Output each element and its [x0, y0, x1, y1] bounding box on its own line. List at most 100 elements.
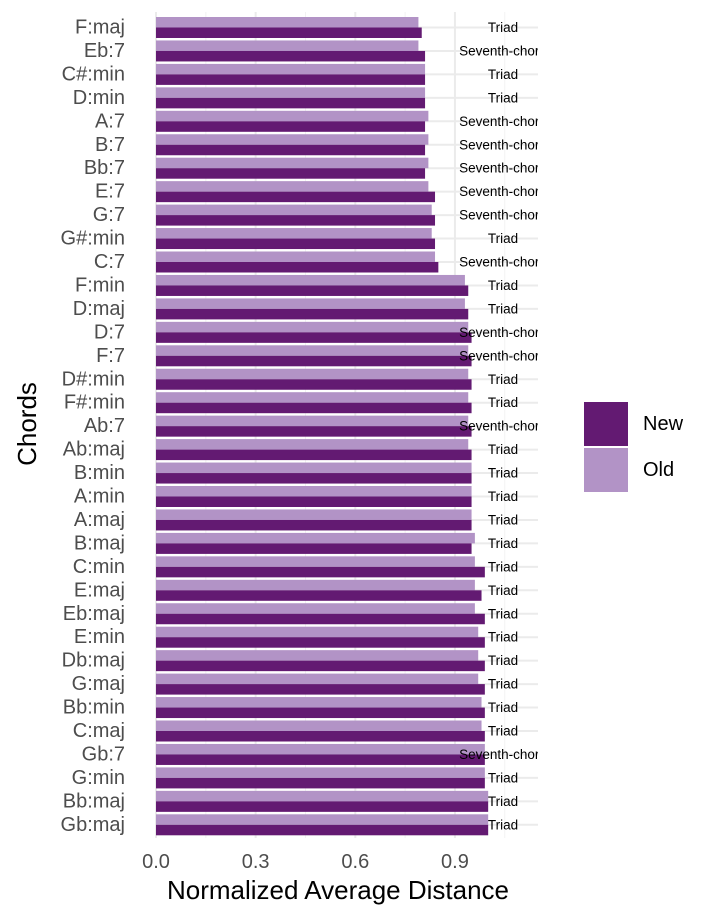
bar-new — [156, 74, 426, 85]
y-tick-label: Gb:7 — [82, 743, 125, 765]
bar-new — [156, 308, 469, 320]
bar-old — [156, 439, 469, 450]
bar-type-label: Triad — [488, 630, 518, 645]
bar-new — [156, 660, 485, 672]
bar-new — [156, 379, 472, 390]
bars — [156, 17, 489, 836]
bar-type-label: Triad — [488, 536, 518, 551]
bar-old — [156, 157, 429, 169]
x-tick-label: 0.6 — [341, 851, 369, 873]
bar-new — [156, 355, 472, 367]
bar-old — [156, 720, 482, 731]
y-tick-label: E:maj — [74, 579, 125, 601]
bar-type-label: Triad — [488, 395, 518, 410]
bar-type-label: Seventh-chord — [459, 114, 547, 129]
y-tick-label: B:maj — [74, 532, 125, 554]
bar-type-label: Triad — [488, 90, 518, 105]
bar-old — [156, 767, 485, 778]
bar-new — [156, 97, 426, 109]
bar-old — [156, 626, 479, 638]
y-tick-label: D:7 — [94, 321, 125, 343]
bar-type-label: Triad — [488, 794, 518, 809]
y-tick-label: Ab:maj — [63, 439, 125, 461]
bar-type-label: Triad — [488, 442, 518, 457]
y-tick-label: Db:maj — [62, 650, 125, 672]
bar-new — [156, 168, 426, 179]
bar-new — [156, 426, 472, 437]
legend-swatch-old — [584, 448, 628, 492]
bar-type-label: Triad — [488, 278, 518, 293]
bar-type-label: Triad — [488, 372, 518, 387]
bar-new — [156, 566, 485, 578]
bar-type-label: Seventh-chord — [459, 325, 547, 340]
bar-type-label: Seventh-chord — [459, 747, 547, 762]
bar-type-label: Seventh-chord — [459, 255, 547, 270]
bar-new — [156, 191, 436, 203]
y-axis-ticks: F:majEb:7C#:minD:minA:7B:7Bb:7E:7G:7G#:m… — [61, 17, 125, 836]
y-tick-label: C:7 — [94, 251, 125, 273]
y-tick-label: Ab:7 — [84, 415, 125, 437]
y-tick-label: A:maj — [74, 509, 125, 531]
bar-old — [156, 251, 436, 262]
y-tick-label: C:min — [73, 556, 125, 578]
bar-old — [156, 228, 432, 239]
bar-old — [156, 462, 472, 474]
bar-old — [156, 814, 489, 825]
bar-old — [156, 415, 469, 427]
bar-old — [156, 134, 429, 145]
y-tick-label: G:7 — [93, 204, 125, 226]
y-tick-label: G:min — [72, 767, 125, 789]
bar-old — [156, 603, 475, 614]
legend-swatch-new — [584, 402, 628, 446]
bar-new — [156, 824, 489, 836]
bar-old — [156, 204, 432, 216]
bar-type-label: Seventh-chord — [459, 184, 547, 199]
bar-type-label: Triad — [488, 20, 518, 35]
x-tick-label: 0.0 — [142, 851, 170, 873]
bar-new — [156, 285, 469, 296]
bar-old — [156, 579, 475, 591]
legend-label-new: New — [643, 413, 684, 435]
x-axis-title: Normalized Average Distance — [167, 875, 509, 905]
bar-new — [156, 449, 472, 461]
bar-type-label: Triad — [488, 724, 518, 739]
bar-old — [156, 650, 479, 661]
bar-old — [156, 110, 429, 122]
y-tick-label: D:maj — [73, 298, 125, 320]
bar-old — [156, 274, 465, 286]
legend-label-old: Old — [643, 459, 674, 481]
y-tick-label: C:maj — [73, 720, 125, 742]
y-axis-title: Chords — [12, 382, 42, 466]
bar-old — [156, 345, 469, 356]
bar-old — [156, 368, 469, 380]
bar-new — [156, 613, 485, 625]
bar-old — [156, 392, 469, 403]
bar-old — [156, 790, 489, 802]
bar-old — [156, 87, 426, 98]
y-tick-label: A:min — [74, 486, 125, 508]
bar-new — [156, 238, 436, 250]
bar-new — [156, 519, 472, 531]
bar-type-label: Seventh-chord — [459, 348, 547, 363]
bar-type-label: Triad — [488, 466, 518, 481]
bar-new — [156, 402, 472, 414]
y-tick-label: D#:min — [62, 368, 125, 390]
bar-type-label: Triad — [488, 583, 518, 598]
y-tick-label: E:min — [74, 626, 125, 648]
bar-old — [156, 509, 472, 520]
bar-new — [156, 121, 426, 132]
bar-type-label: Triad — [488, 489, 518, 504]
y-tick-label: F:maj — [75, 17, 125, 39]
y-tick-label: Bb:min — [63, 697, 125, 719]
bar-new — [156, 754, 485, 765]
y-tick-label: Eb:7 — [84, 40, 125, 62]
bar-type-label: Triad — [488, 231, 518, 246]
bar-new — [156, 731, 485, 742]
bar-new — [156, 332, 472, 343]
bar-type-label: Seventh-chord — [459, 419, 547, 434]
bar-new — [156, 215, 436, 226]
legend: New Old — [584, 402, 684, 492]
y-tick-label: D:min — [73, 87, 125, 109]
bar-type-label: Triad — [488, 700, 518, 715]
